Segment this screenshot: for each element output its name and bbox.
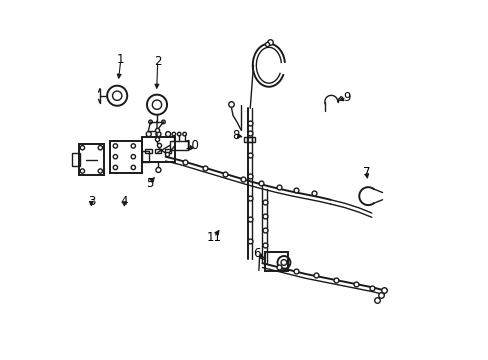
Bar	[72, 153, 80, 166]
Bar	[110, 140, 142, 173]
Text: 4: 4	[121, 195, 128, 208]
Bar	[79, 144, 104, 175]
Bar	[142, 151, 148, 162]
Text: 6: 6	[253, 247, 260, 260]
Text: 1: 1	[117, 53, 124, 66]
Bar	[155, 149, 161, 153]
Bar	[247, 137, 255, 142]
Text: 9: 9	[342, 91, 350, 104]
Bar	[145, 149, 151, 153]
Bar	[170, 140, 188, 149]
Bar	[264, 252, 287, 271]
Bar	[142, 137, 174, 162]
Text: 8: 8	[231, 129, 239, 142]
Text: 3: 3	[87, 195, 95, 208]
Text: 10: 10	[184, 139, 200, 152]
Text: 2: 2	[154, 55, 161, 68]
Text: 11: 11	[206, 231, 221, 244]
Text: 7: 7	[362, 166, 369, 179]
Bar	[244, 137, 251, 142]
Text: 5: 5	[145, 177, 153, 190]
Bar	[164, 149, 171, 153]
